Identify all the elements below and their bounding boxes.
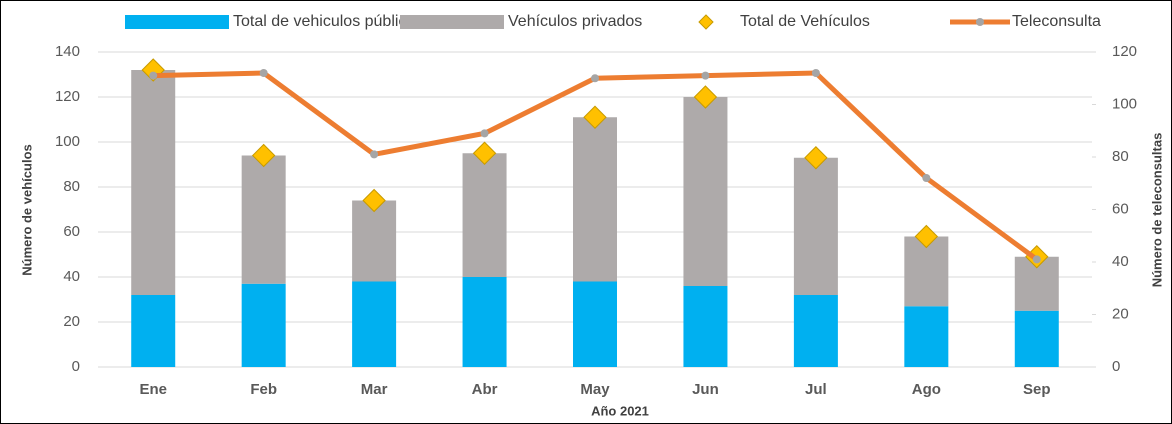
line-marker bbox=[480, 129, 489, 138]
y2-tick-label: 0 bbox=[1112, 358, 1120, 375]
y2-axis-title: Número de teleconsultas bbox=[1149, 133, 1164, 288]
legend-label: Total de vehiculos públicos bbox=[233, 13, 423, 30]
x-tick-label: May bbox=[580, 381, 610, 398]
bar bbox=[683, 97, 728, 286]
y2-tick-label: 120 bbox=[1112, 43, 1137, 60]
x-tick-label: Mar bbox=[361, 381, 388, 398]
bar bbox=[241, 155, 286, 284]
diamond-marker bbox=[472, 141, 497, 165]
bar bbox=[573, 117, 617, 282]
x-tick-label: Ago bbox=[912, 381, 941, 398]
diamond-marker bbox=[362, 188, 386, 213]
bar bbox=[573, 281, 617, 367]
legend-swatch bbox=[125, 15, 229, 29]
x-axis-title: Año 2021 bbox=[591, 403, 649, 418]
y2-tick-label: 100 bbox=[1112, 95, 1137, 112]
bar bbox=[241, 283, 286, 367]
y2-tick-label: 20 bbox=[1112, 305, 1129, 322]
line-marker bbox=[259, 69, 268, 77]
y-tick-label: 140 bbox=[55, 43, 80, 60]
line-marker bbox=[591, 74, 599, 83]
line-marker bbox=[922, 174, 931, 182]
y-tick-label: 0 bbox=[72, 358, 80, 375]
diamond-marker bbox=[583, 105, 607, 129]
x-tick-label: Sep bbox=[1023, 381, 1051, 398]
x-tick-label: Abr bbox=[472, 381, 498, 398]
legend-label: Total de Vehículos bbox=[740, 13, 870, 30]
legend-swatch bbox=[698, 14, 714, 30]
bar bbox=[793, 295, 838, 367]
line-marker bbox=[811, 69, 820, 77]
bar bbox=[131, 295, 176, 367]
x-tick-label: Feb bbox=[250, 381, 277, 398]
legend-swatch bbox=[400, 15, 504, 29]
y-tick-label: 20 bbox=[63, 313, 80, 330]
y-tick-label: 40 bbox=[63, 268, 80, 285]
diamond-marker bbox=[914, 224, 939, 249]
y2-tick-label: 80 bbox=[1112, 148, 1129, 165]
bar bbox=[352, 281, 397, 367]
bar bbox=[352, 200, 397, 282]
y2-tick-label: 60 bbox=[1112, 200, 1129, 217]
legend-swatch bbox=[976, 18, 984, 26]
line-marker bbox=[1032, 255, 1041, 264]
diamond-marker bbox=[251, 143, 276, 168]
y-tick-label: 120 bbox=[55, 88, 80, 105]
bar bbox=[904, 306, 949, 367]
legend-label: Teleconsulta bbox=[1012, 13, 1101, 30]
line-marker bbox=[370, 150, 379, 159]
bar bbox=[462, 153, 507, 277]
x-tick-label: Jun bbox=[692, 381, 719, 398]
x-tick-label: Ene bbox=[139, 381, 167, 398]
line-marker bbox=[149, 71, 158, 80]
bar bbox=[793, 157, 838, 295]
bar bbox=[462, 277, 507, 367]
y-tick-label: 60 bbox=[63, 223, 80, 240]
y-tick-label: 100 bbox=[55, 133, 80, 150]
bar bbox=[683, 286, 728, 367]
diamond-marker bbox=[693, 85, 718, 109]
x-tick-label: Jul bbox=[805, 381, 827, 398]
bar bbox=[131, 70, 176, 295]
bar bbox=[1014, 310, 1059, 367]
line-marker bbox=[701, 71, 710, 80]
y2-tick-label: 40 bbox=[1112, 253, 1129, 270]
y-axis-title: Número de vehículos bbox=[19, 144, 34, 275]
y-tick-label: 80 bbox=[63, 178, 80, 195]
diamond-marker bbox=[804, 146, 828, 170]
legend-label: Vehículos privados bbox=[508, 13, 642, 30]
